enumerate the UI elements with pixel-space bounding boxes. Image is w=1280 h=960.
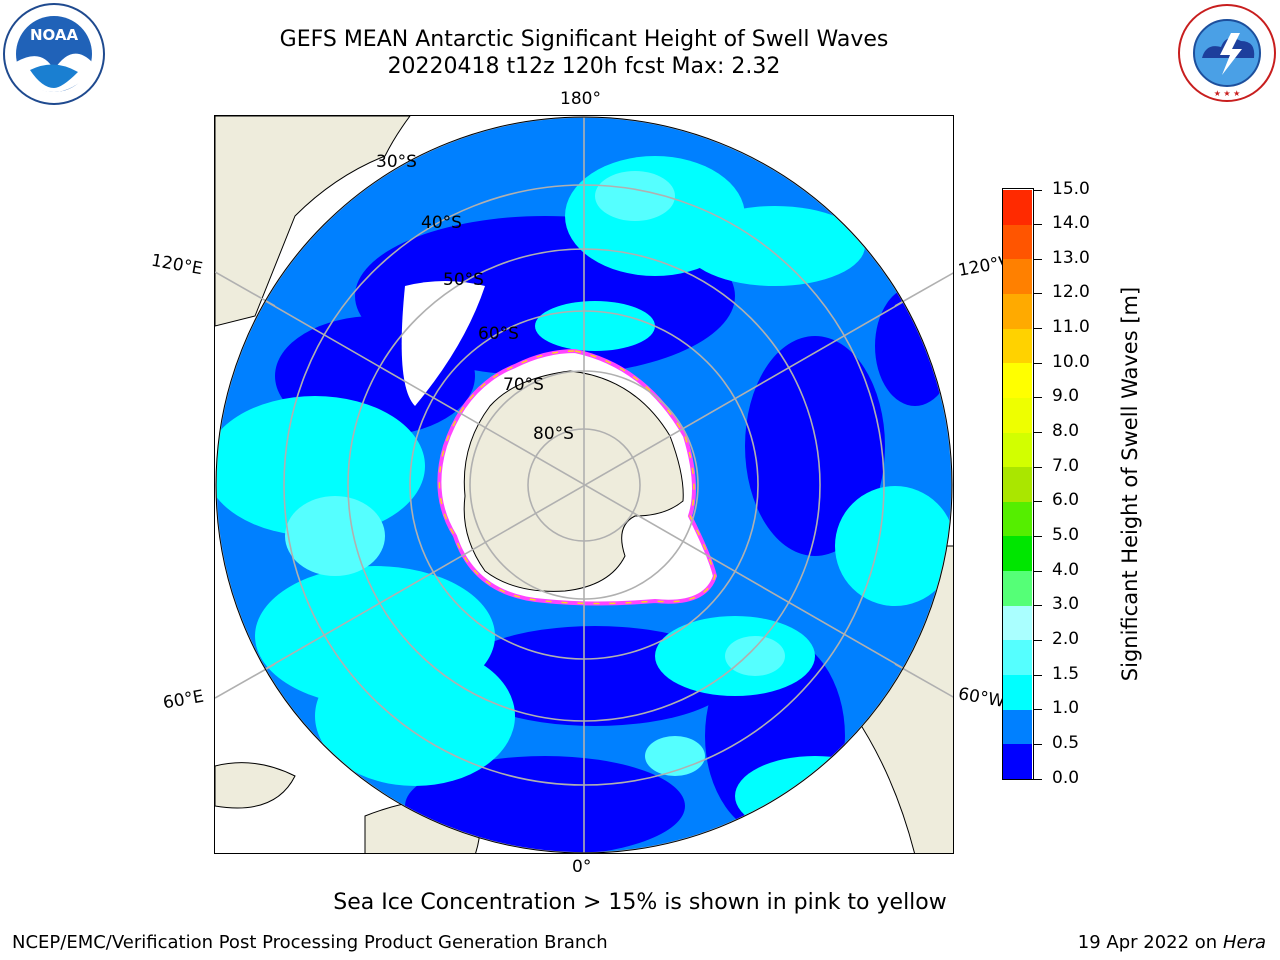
footer-host: Hera xyxy=(1222,932,1266,953)
plot-subtitle: 20220418 t12z 120h fcst Max: 2.32 xyxy=(387,54,781,79)
colorbar-tick-label: 7.0 xyxy=(1052,455,1080,476)
colorbar-tick-label: 1.5 xyxy=(1052,663,1080,684)
colorbar-segment xyxy=(1003,674,1032,710)
colorbar-segment xyxy=(1003,743,1032,779)
colorbar-segment xyxy=(1003,224,1032,260)
colorbar-segment xyxy=(1003,605,1032,641)
colorbar-tick-label: 13.0 xyxy=(1052,247,1090,268)
colorbar-segment xyxy=(1003,328,1032,364)
colorbar-tick xyxy=(1034,432,1042,434)
colorbar-tick xyxy=(1034,328,1042,330)
colorbar-tick-label: 2.0 xyxy=(1052,628,1080,649)
colorbar-tick-label: 3.0 xyxy=(1052,594,1080,615)
colorbar-segment xyxy=(1003,570,1032,606)
colorbar-tick-label: 0.0 xyxy=(1052,767,1080,788)
colorbar-segment xyxy=(1003,709,1032,745)
colorbar-tick-label: 9.0 xyxy=(1052,386,1080,407)
colorbar-tick xyxy=(1034,674,1042,676)
colorbar-tick xyxy=(1034,397,1042,399)
colorbar-tick xyxy=(1034,466,1042,468)
colorbar-tick xyxy=(1034,535,1042,537)
colorbar xyxy=(1002,188,1034,780)
colorbar-tick xyxy=(1034,258,1042,260)
colorbar-label: Significant Height of Swell Waves [m] xyxy=(1118,286,1142,682)
colorbar-tick xyxy=(1034,501,1042,503)
lon-label-60e: 60°E xyxy=(161,686,206,714)
colorbar-tick xyxy=(1034,743,1042,745)
lat-label-80s: 80°S xyxy=(533,424,574,444)
colorbar-segment xyxy=(1003,258,1032,294)
plot-title: GEFS MEAN Antarctic Significant Height o… xyxy=(279,27,889,52)
colorbar-tick-label: 8.0 xyxy=(1052,421,1080,442)
colorbar-tick xyxy=(1034,709,1042,711)
colorbar-tick-label: 15.0 xyxy=(1052,178,1090,199)
lat-label-70s: 70°S xyxy=(503,375,544,395)
colorbar-segment xyxy=(1003,535,1032,572)
lat-label-60s: 60°S xyxy=(478,324,519,344)
colorbar-segment xyxy=(1003,501,1032,537)
colorbar-segment xyxy=(1003,293,1032,329)
colorbar-tick-label: 5.0 xyxy=(1052,524,1080,545)
colorbar-tick xyxy=(1034,224,1042,226)
colorbar-tick xyxy=(1034,362,1042,364)
colorbar-tick xyxy=(1034,778,1042,780)
colorbar-tick xyxy=(1034,639,1042,641)
lon-label-0: 0° xyxy=(572,857,592,877)
lat-label-50s: 50°S xyxy=(443,270,484,290)
colorbar-tick-label: 6.0 xyxy=(1052,490,1080,511)
lon-label-120e: 120°E xyxy=(149,250,205,280)
colorbar-tick-label: 10.0 xyxy=(1052,351,1090,372)
footer-date-text: 19 Apr 2022 on xyxy=(1077,932,1223,953)
svg-text:★ ★ ★: ★ ★ ★ xyxy=(1214,89,1241,98)
colorbar-tick xyxy=(1034,293,1042,295)
colorbar-segment xyxy=(1003,432,1032,468)
footer-date: 19 Apr 2022 on Hera xyxy=(1078,932,1266,953)
colorbar-tick-label: 1.0 xyxy=(1052,698,1080,719)
colorbar-tick-label: 0.5 xyxy=(1052,732,1080,753)
colorbar-tick-label: 14.0 xyxy=(1052,213,1090,234)
lon-label-180: 180° xyxy=(560,89,601,109)
colorbar-segment xyxy=(1003,639,1032,676)
noaa-logo: NOAA xyxy=(2,2,106,110)
sea-ice-caption: Sea Ice Concentration > 15% is shown in … xyxy=(333,890,947,915)
colorbar-segment xyxy=(1003,397,1032,433)
colorbar-segment xyxy=(1003,362,1032,398)
nws-logo: ★ ★ ★ xyxy=(1176,3,1278,107)
colorbar-tick xyxy=(1034,605,1042,607)
colorbar-tick-label: 12.0 xyxy=(1052,282,1090,303)
colorbar-segment xyxy=(1003,189,1032,225)
colorbar-segment xyxy=(1003,466,1032,502)
lon-label-60w: 60°W xyxy=(956,684,1007,712)
noaa-logo-text: NOAA xyxy=(30,26,79,44)
colorbar-tick xyxy=(1034,570,1042,572)
lat-label-30s: 30°S xyxy=(376,152,417,172)
lat-label-40s: 40°S xyxy=(421,213,462,233)
colorbar-tick xyxy=(1034,189,1042,191)
footer-credit: NCEP/EMC/Verification Post Processing Pr… xyxy=(12,932,608,953)
colorbar-tick-label: 11.0 xyxy=(1052,317,1090,338)
polar-map xyxy=(214,115,954,854)
colorbar-tick-label: 4.0 xyxy=(1052,559,1080,580)
